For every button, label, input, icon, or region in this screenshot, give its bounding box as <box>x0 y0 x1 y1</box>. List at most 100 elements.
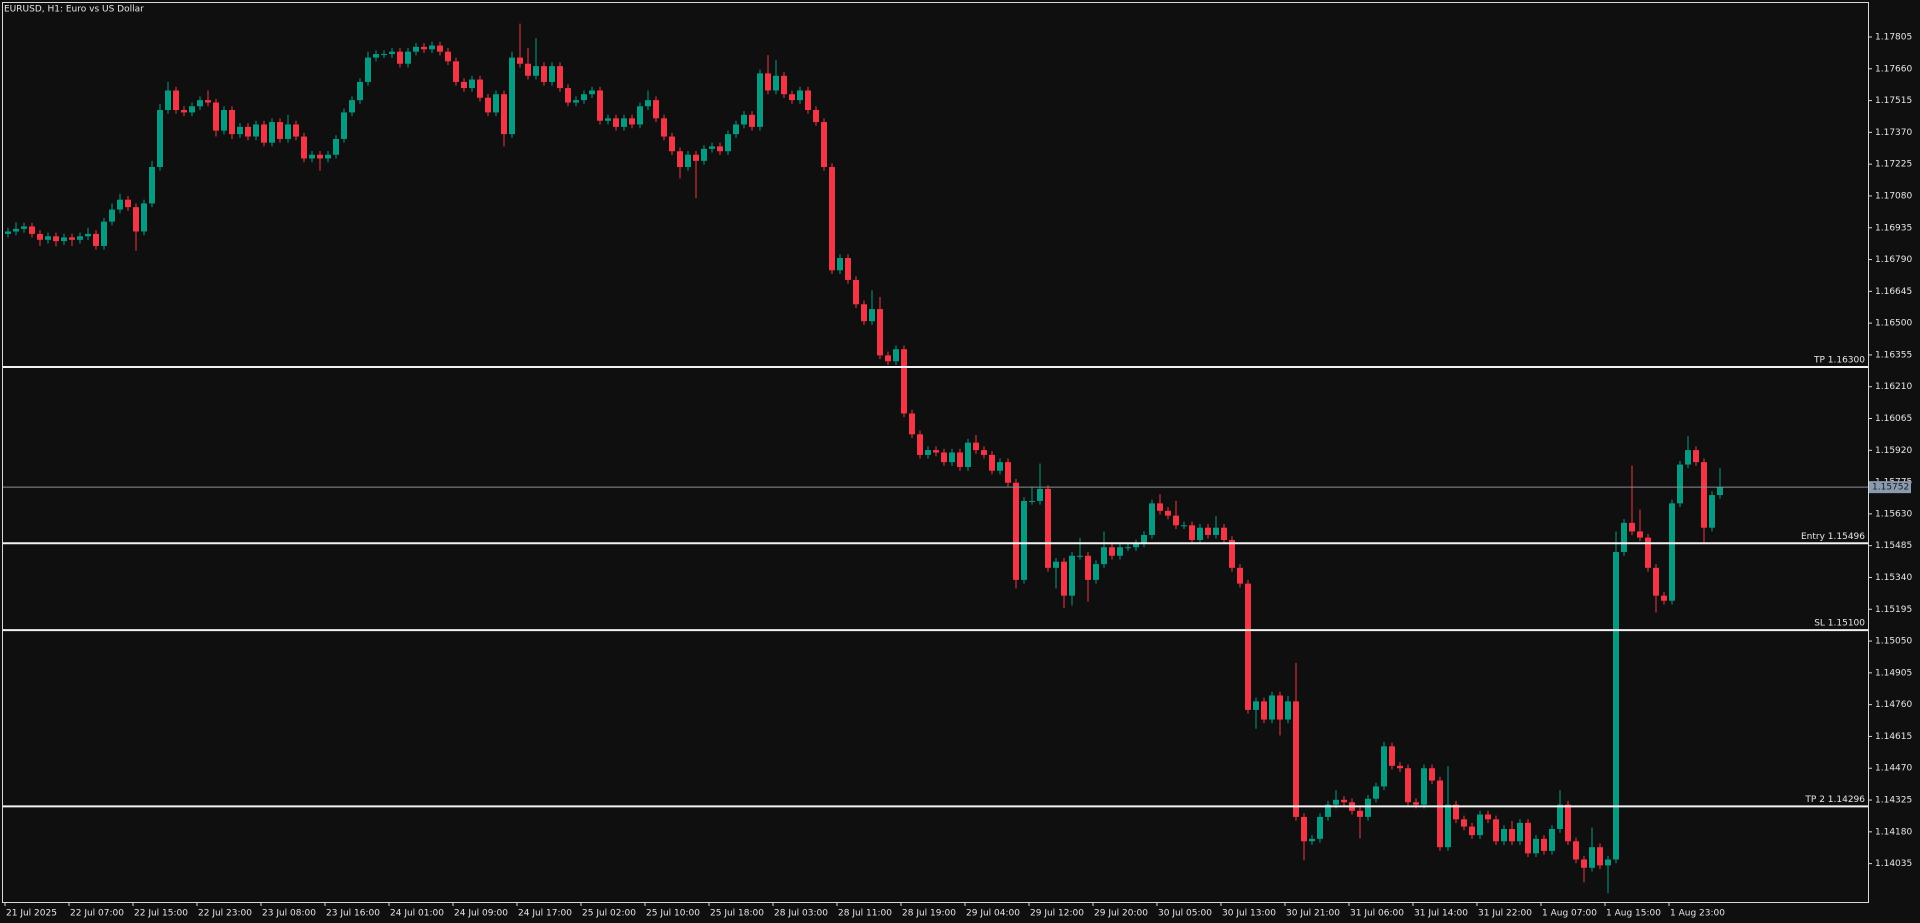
candle-body <box>517 57 523 64</box>
candle-body <box>541 66 547 82</box>
candle-body <box>197 100 203 107</box>
y-tick-label: 1.15050 <box>1875 637 1912 647</box>
candle-body <box>661 118 667 137</box>
candle-body <box>445 51 451 62</box>
x-tick-label: 24 Jul 17:00 <box>518 909 572 919</box>
candle-body <box>229 110 235 135</box>
candle-body <box>333 138 339 155</box>
candle-body <box>693 154 699 161</box>
candle-body <box>933 450 939 453</box>
x-tick-label: 28 Jul 19:00 <box>902 909 956 919</box>
candle-body <box>909 413 915 435</box>
candle-body <box>1493 819 1499 842</box>
x-tick-label: 25 Jul 10:00 <box>646 909 700 919</box>
candle-body <box>1237 567 1243 584</box>
y-tick-label: 1.16645 <box>1875 287 1912 297</box>
x-tick-label: 28 Jul 11:00 <box>838 909 892 919</box>
candle-body <box>1701 462 1707 528</box>
candle-body <box>173 90 179 111</box>
y-tick-label: 1.14760 <box>1875 700 1912 710</box>
candle-body <box>797 90 803 101</box>
candle-body <box>1245 583 1251 710</box>
candle-body <box>1437 780 1443 848</box>
y-tick-label: 1.14325 <box>1875 796 1912 806</box>
candle-body <box>1693 450 1699 463</box>
candle-body <box>1141 534 1147 544</box>
candle-body <box>1333 799 1339 805</box>
candle-body <box>1101 547 1107 565</box>
y-tick-label: 1.14615 <box>1875 732 1912 742</box>
candle-body <box>1221 527 1227 540</box>
candle-body <box>469 79 475 89</box>
candle-body <box>1405 768 1411 803</box>
candle-body <box>733 124 739 135</box>
candle-body <box>141 203 147 232</box>
candle-body <box>453 61 459 82</box>
x-tick-label: 29 Jul 12:00 <box>1030 909 1084 919</box>
candle-body <box>1429 768 1435 781</box>
candle-body <box>125 199 131 208</box>
y-tick-label: 1.15630 <box>1875 509 1912 519</box>
candle-body <box>653 100 659 119</box>
candle-body <box>429 45 435 50</box>
candle-body <box>589 90 595 95</box>
candle-body <box>349 100 355 113</box>
plot-frame <box>2 2 1869 903</box>
candle-body <box>885 355 891 362</box>
candle-body <box>37 233 43 240</box>
candle-body <box>61 237 67 242</box>
candle-body <box>341 112 347 139</box>
candle-body <box>1149 503 1155 535</box>
y-tick-label: 1.17660 <box>1875 64 1912 74</box>
candle-body <box>749 114 755 127</box>
x-tick-label: 24 Jul 09:00 <box>454 909 508 919</box>
y-tick-label: 1.16065 <box>1875 414 1912 424</box>
candle-body <box>1309 838 1315 842</box>
candle-body <box>389 51 395 55</box>
candle-body <box>1293 701 1299 817</box>
candle-body <box>901 349 907 414</box>
candle-body <box>1269 695 1275 720</box>
candle-body <box>1525 822 1531 854</box>
candle-body <box>1165 510 1171 516</box>
candle-body <box>1653 567 1659 596</box>
candle-body <box>1669 503 1675 601</box>
candle-body <box>437 45 443 52</box>
candle-body <box>1549 828 1555 851</box>
candle-body <box>485 97 491 113</box>
x-tick-label: 29 Jul 20:00 <box>1094 909 1148 919</box>
candle-body <box>549 66 555 82</box>
x-tick-label: 22 Jul 07:00 <box>70 909 124 919</box>
level-label: SL 1.15100 <box>1814 619 1865 629</box>
candle-body <box>717 146 723 152</box>
candle-body <box>1061 561 1067 596</box>
y-tick-label: 1.14180 <box>1875 827 1912 837</box>
candle-body <box>1589 847 1595 868</box>
candle-body <box>1557 804 1563 829</box>
candle-body <box>1045 488 1051 568</box>
candle-body <box>701 148 707 161</box>
candle-body <box>13 228 19 232</box>
candle-body <box>565 88 571 103</box>
candle-body <box>757 73 763 127</box>
chart-title: EURUSD, H1: Euro vs US Dollar <box>4 5 144 15</box>
candle-body <box>381 54 387 56</box>
candle-body <box>685 154 691 168</box>
candle-body <box>1565 804 1571 842</box>
candle-body <box>1005 462 1011 483</box>
candle-body <box>165 90 171 111</box>
x-tick-label: 25 Jul 02:00 <box>582 909 636 919</box>
candle-body <box>525 63 531 76</box>
candle-body <box>965 442 971 467</box>
candle-body <box>1373 786 1379 799</box>
candle-body <box>21 226 27 229</box>
candle-body <box>1085 555 1091 580</box>
candle-body <box>1541 838 1547 851</box>
candle-body <box>1157 503 1163 511</box>
candle-body <box>461 81 467 89</box>
candle-body <box>741 114 747 125</box>
candle-body <box>893 349 899 362</box>
y-tick-label: 1.16790 <box>1875 255 1912 265</box>
candle-body <box>1461 819 1467 827</box>
